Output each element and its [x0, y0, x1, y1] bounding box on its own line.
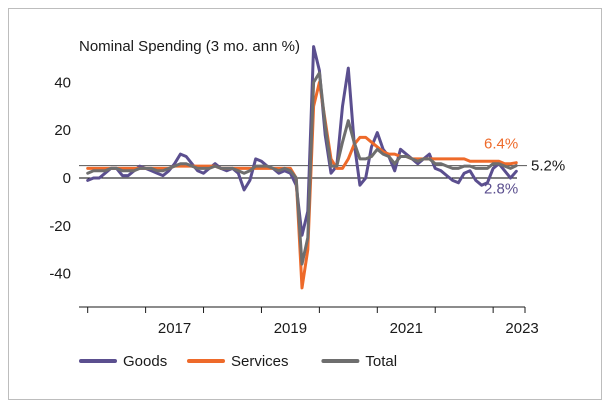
x-tick-label: 2023	[505, 320, 538, 337]
line-chart: Nominal Spending (3 mo. ann %) 40 20 0 -20 -…	[49, 38, 565, 370]
chart-title: Nominal Spending (3 mo. ann %)	[79, 38, 300, 55]
y-tick-label: 0	[63, 170, 71, 187]
legend: Goods Services Total	[79, 353, 397, 370]
x-tick-label: 2021	[390, 320, 423, 337]
legend-label-services: Services	[231, 353, 289, 370]
y-tick-label: 40	[54, 74, 71, 91]
y-axis-ticks: 40 20 0 -20 -40	[49, 74, 71, 282]
series-line-services	[86, 80, 518, 290]
series-lines	[86, 45, 518, 290]
end-value-labels: 6.4% 5.2% 2.8%	[484, 136, 565, 198]
series-line-goods	[86, 45, 518, 237]
y-tick-label: -20	[49, 218, 71, 235]
x-axis: 2017 2019 2021 2023	[79, 306, 539, 337]
series-line-total	[86, 71, 518, 266]
reference-lines	[79, 165, 527, 179]
legend-label-goods: Goods	[123, 353, 167, 370]
y-tick-label: 20	[54, 122, 71, 139]
x-tick-label: 2019	[274, 320, 307, 337]
end-value-label: 2.8%	[484, 180, 518, 197]
end-value-label: 6.4%	[484, 136, 518, 153]
y-tick-label: -40	[49, 266, 71, 283]
chart-frame: Nominal Spending (3 mo. ann %) 40 20 0 -20 -…	[8, 8, 602, 400]
end-value-label: 5.2%	[531, 158, 565, 175]
legend-label-total: Total	[365, 353, 397, 370]
x-tick-label: 2017	[158, 320, 191, 337]
